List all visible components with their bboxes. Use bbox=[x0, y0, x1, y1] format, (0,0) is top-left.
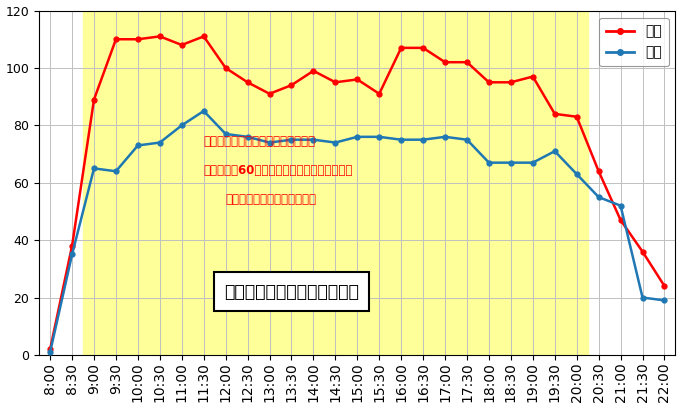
Text: センター・オブ・ジ・アース: センター・オブ・ジ・アース bbox=[224, 283, 359, 301]
休日 bbox=[68, 244, 76, 248]
平日 bbox=[507, 160, 515, 165]
Line: 平日: 平日 bbox=[48, 109, 667, 355]
休日 bbox=[661, 284, 669, 288]
休日 bbox=[200, 34, 208, 39]
休日 bbox=[178, 42, 186, 47]
Text: ファストパスを活用すべし！: ファストパスを活用すべし！ bbox=[225, 193, 317, 206]
平日 bbox=[112, 169, 120, 174]
休日 bbox=[419, 45, 427, 50]
平日 bbox=[287, 137, 296, 142]
休日 bbox=[353, 77, 362, 82]
休日 bbox=[287, 83, 296, 88]
平日 bbox=[156, 140, 164, 145]
平日 bbox=[661, 298, 669, 303]
平日 bbox=[397, 137, 405, 142]
平日 bbox=[68, 252, 76, 257]
休日 bbox=[595, 169, 603, 174]
平日 bbox=[573, 172, 581, 177]
休日 bbox=[507, 80, 515, 85]
休日 bbox=[46, 347, 54, 352]
平日 bbox=[419, 137, 427, 142]
休日 bbox=[90, 97, 98, 102]
休日 bbox=[573, 114, 581, 119]
休日 bbox=[156, 34, 164, 39]
休日 bbox=[616, 217, 624, 222]
平日 bbox=[639, 295, 647, 300]
休日 bbox=[309, 69, 317, 73]
平日 bbox=[178, 123, 186, 128]
平日 bbox=[551, 149, 559, 154]
Line: 休日: 休日 bbox=[48, 34, 667, 352]
平日 bbox=[331, 140, 339, 145]
休日 bbox=[639, 249, 647, 254]
平日 bbox=[133, 143, 142, 148]
平日 bbox=[90, 166, 98, 171]
平日 bbox=[463, 137, 471, 142]
休日 bbox=[133, 37, 142, 42]
Text: 平日も休日も終日待ち時間は長い！: 平日も休日も終日待ち時間は長い！ bbox=[204, 135, 316, 149]
平日 bbox=[221, 131, 229, 136]
休日 bbox=[221, 66, 229, 71]
平日 bbox=[485, 160, 493, 165]
休日 bbox=[441, 60, 449, 64]
休日 bbox=[375, 91, 383, 96]
休日 bbox=[463, 60, 471, 64]
平日 bbox=[353, 134, 362, 139]
休日 bbox=[528, 74, 537, 79]
平日 bbox=[46, 350, 54, 355]
休日 bbox=[244, 80, 252, 85]
平日 bbox=[200, 109, 208, 113]
Legend: 休日, 平日: 休日, 平日 bbox=[599, 18, 669, 67]
平日 bbox=[266, 140, 274, 145]
休日 bbox=[397, 45, 405, 50]
休日 bbox=[266, 91, 274, 96]
休日 bbox=[331, 80, 339, 85]
平日 bbox=[441, 134, 449, 139]
休日 bbox=[112, 37, 120, 42]
休日 bbox=[551, 111, 559, 116]
休日 bbox=[485, 80, 493, 85]
平日 bbox=[595, 195, 603, 200]
平日 bbox=[375, 134, 383, 139]
平日 bbox=[528, 160, 537, 165]
Text: 待ち時間う60分を切るのも夜になってから。: 待ち時間う60分を切るのも夜になってから。 bbox=[204, 164, 353, 177]
Bar bbox=[83, 11, 588, 355]
平日 bbox=[616, 203, 624, 208]
平日 bbox=[309, 137, 317, 142]
平日 bbox=[244, 134, 252, 139]
